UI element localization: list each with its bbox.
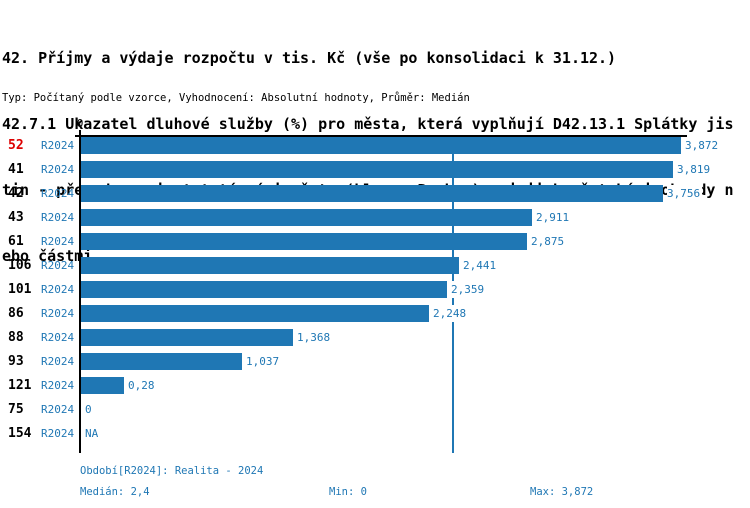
bar-value-label: 0 bbox=[85, 401, 94, 418]
bar-value-label: 2,875 bbox=[531, 233, 567, 250]
bar-value-label: 2,248 bbox=[433, 305, 469, 322]
row-period-label: R2024 bbox=[41, 403, 75, 416]
bar bbox=[81, 281, 447, 298]
bar bbox=[81, 137, 681, 154]
row-period-label: R2024 bbox=[41, 259, 75, 272]
bar bbox=[81, 209, 532, 226]
chart-row: 106 R2024 2,441 bbox=[0, 257, 750, 274]
bar bbox=[81, 329, 293, 346]
bar-value-label: 2,359 bbox=[451, 281, 487, 298]
row-period-label: R2024 bbox=[41, 427, 75, 440]
row-period-label: R2024 bbox=[41, 163, 75, 176]
footer-min-label: Min: 0 bbox=[329, 486, 367, 498]
bar-value-label: 2,441 bbox=[463, 257, 499, 274]
row-period-label: R2024 bbox=[41, 187, 75, 200]
title-line-4: ebo částmi bbox=[2, 247, 93, 265]
y-axis-line bbox=[79, 130, 81, 453]
bar-value-label: 0,28 bbox=[128, 377, 157, 394]
row-id-label: 42 bbox=[8, 186, 24, 201]
chart-row: 121 R2024 0,28 bbox=[0, 377, 750, 394]
bar bbox=[81, 233, 527, 250]
bar bbox=[81, 257, 459, 274]
chart-row: 61 R2024 2,875 bbox=[0, 233, 750, 250]
row-id-label: 52 bbox=[8, 138, 24, 153]
row-id-label: 93 bbox=[8, 354, 24, 369]
bar bbox=[81, 161, 673, 178]
bar-value-label: 3,819 bbox=[677, 161, 713, 178]
chart-row: 52 R2024 3,872 bbox=[0, 137, 750, 154]
row-period-label: R2024 bbox=[41, 283, 75, 296]
row-id-label: 121 bbox=[8, 378, 32, 393]
chart-row: 93 R2024 1,037 bbox=[0, 353, 750, 370]
footer-period-label: Období[R2024]: Realita - 2024 bbox=[80, 465, 264, 477]
row-period-label: R2024 bbox=[41, 355, 75, 368]
row-period-label: R2024 bbox=[41, 331, 75, 344]
bar bbox=[81, 305, 429, 322]
chart-row: 41 R2024 3,819 bbox=[0, 161, 750, 178]
footer-max-label: Max: 3,872 bbox=[530, 486, 594, 498]
row-period-label: R2024 bbox=[41, 379, 75, 392]
row-id-label: 75 bbox=[8, 402, 24, 417]
row-period-label: R2024 bbox=[41, 235, 75, 248]
row-id-label: 61 bbox=[8, 234, 24, 249]
footer-median-label: Medián: 2,4 bbox=[80, 486, 150, 498]
chart-row: 75 R2024 0 bbox=[0, 401, 750, 418]
bar-value-label: 1,368 bbox=[297, 329, 333, 346]
row-period-label: R2024 bbox=[41, 139, 75, 152]
bar bbox=[81, 377, 124, 394]
chart-row: 86 R2024 2,248 bbox=[0, 305, 750, 322]
bar bbox=[81, 353, 242, 370]
bar bbox=[81, 185, 663, 202]
chart-row: 101 R2024 2,359 bbox=[0, 281, 750, 298]
chart-row: 88 R2024 1,368 bbox=[0, 329, 750, 346]
chart-row: 154 R2024 NA bbox=[0, 425, 750, 442]
row-period-label: R2024 bbox=[41, 211, 75, 224]
bar-value-label: 3,872 bbox=[685, 137, 721, 154]
bar-value-label: 1,037 bbox=[246, 353, 282, 370]
chart-meta-line: Typ: Počítaný podle vzorce, Vyhodnocení:… bbox=[2, 92, 470, 104]
row-id-label: 101 bbox=[8, 282, 32, 297]
row-period-label: R2024 bbox=[41, 307, 75, 320]
bar-value-label: 2,911 bbox=[536, 209, 572, 226]
row-id-label: 88 bbox=[8, 330, 24, 345]
row-id-label: 41 bbox=[8, 162, 24, 177]
row-id-label: 154 bbox=[8, 426, 32, 441]
x-axis-line bbox=[75, 135, 687, 137]
title-line-2: 42.7.1 Ukazatel dluhové služby (%) pro m… bbox=[2, 115, 734, 133]
chart-row: 42 R2024 3,756 bbox=[0, 185, 750, 202]
chart-row: 43 R2024 2,911 bbox=[0, 209, 750, 226]
title-line-1: 42. Příjmy a výdaje rozpočtu v tis. Kč (… bbox=[2, 49, 617, 67]
row-id-label: 106 bbox=[8, 258, 32, 273]
row-id-label: 43 bbox=[8, 210, 24, 225]
x-axis-zero-tick-label: 0 bbox=[76, 117, 84, 130]
row-id-label: 86 bbox=[8, 306, 24, 321]
bar-value-label: NA bbox=[85, 425, 101, 442]
bar-value-label: 3,756 bbox=[667, 185, 703, 202]
